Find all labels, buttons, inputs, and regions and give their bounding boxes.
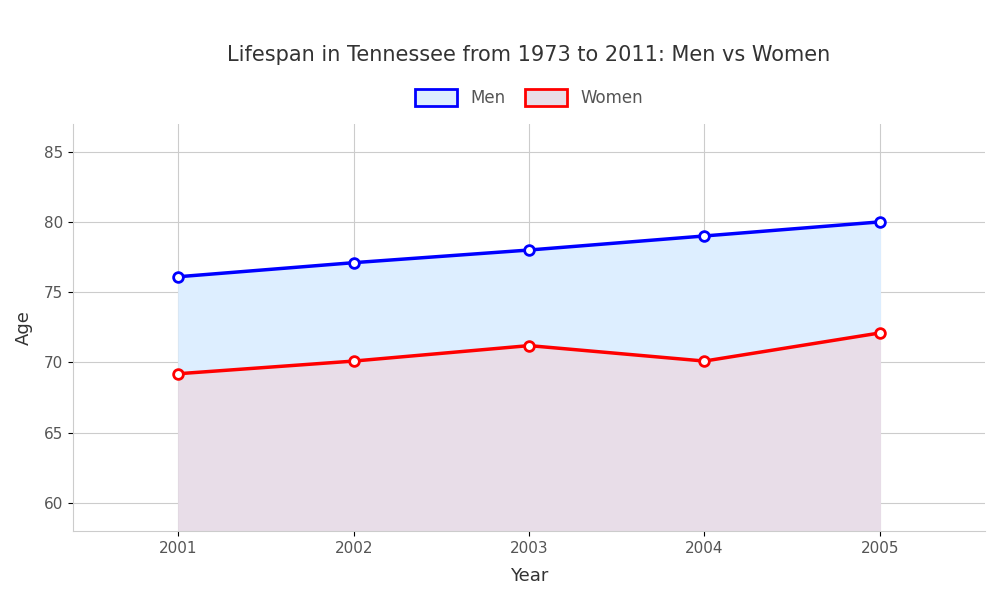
- Legend: Men, Women: Men, Women: [405, 79, 653, 117]
- Title: Lifespan in Tennessee from 1973 to 2011: Men vs Women: Lifespan in Tennessee from 1973 to 2011:…: [227, 45, 831, 65]
- X-axis label: Year: Year: [510, 567, 548, 585]
- Y-axis label: Age: Age: [15, 310, 33, 345]
